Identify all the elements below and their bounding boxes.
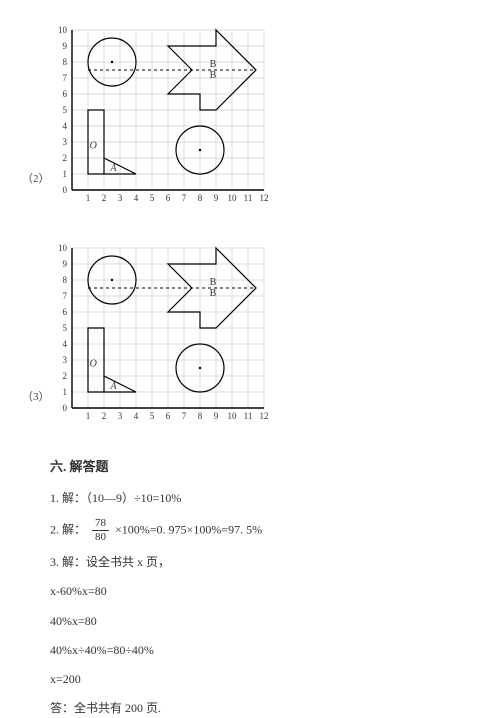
answer-3-line6: 答：全书共有 200 页. [50,699,450,718]
grid-figure-2: 012345678910123456789101112AOBB [50,20,280,210]
answer-2-fraction: 78 80 [92,518,109,543]
svg-text:O: O [90,358,97,369]
svg-text:1: 1 [86,411,91,421]
svg-text:A: A [109,381,117,392]
svg-text:10: 10 [228,411,238,421]
svg-text:2: 2 [63,371,68,381]
answer-1: 1. 解：（10—9）÷10=10% [50,489,450,508]
svg-text:3: 3 [63,355,68,365]
svg-text:7: 7 [63,291,68,301]
svg-text:7: 7 [182,193,187,203]
answer-3-line1: 3. 解：设全书共 x 页， [50,553,450,572]
svg-text:6: 6 [63,307,68,317]
grid-figure-3: 012345678910123456789101112AOBB [50,238,280,428]
svg-text:2: 2 [102,193,107,203]
figure-2-label: （2） [22,170,50,186]
svg-text:8: 8 [198,411,203,421]
svg-text:0: 0 [63,403,68,413]
fraction-denominator: 80 [92,531,109,543]
svg-text:B: B [210,70,217,81]
svg-text:12: 12 [260,193,269,203]
svg-text:B: B [210,277,217,288]
svg-text:10: 10 [58,243,68,253]
svg-text:10: 10 [228,193,238,203]
answer-3-line4: 40%x÷40%=80÷40% [50,641,450,660]
svg-text:8: 8 [63,275,68,285]
svg-text:12: 12 [260,411,269,421]
svg-text:6: 6 [166,193,171,203]
svg-text:2: 2 [102,411,107,421]
answer-3-line3: 40%x=80 [50,612,450,631]
answer-2-prefix: 2. 解： [50,522,86,536]
svg-text:B: B [210,288,217,299]
answer-2-suffix: ×100%=0. 975×100%=97. 5% [115,522,262,536]
fraction-numerator: 78 [92,518,109,531]
svg-text:10: 10 [58,25,68,35]
svg-text:8: 8 [198,193,203,203]
svg-text:3: 3 [118,411,123,421]
svg-text:9: 9 [214,411,219,421]
answer-3-line2: x-60%x=80 [50,582,450,601]
svg-text:7: 7 [63,73,68,83]
svg-text:A: A [109,163,117,174]
svg-text:2: 2 [63,153,68,163]
svg-text:4: 4 [134,411,139,421]
svg-text:5: 5 [63,323,68,333]
figure-2: （2） 012345678910123456789101112AOBB [50,20,450,210]
svg-text:6: 6 [166,411,171,421]
svg-text:4: 4 [63,121,68,131]
figure-3-label: （3） [22,388,50,404]
svg-text:5: 5 [63,105,68,115]
svg-text:11: 11 [244,411,253,421]
svg-text:9: 9 [63,259,68,269]
svg-text:8: 8 [63,57,68,67]
svg-text:1: 1 [63,387,68,397]
svg-text:1: 1 [86,193,91,203]
svg-text:1: 1 [63,169,68,179]
answer-2: 2. 解： 78 80 ×100%=0. 975×100%=97. 5% [50,518,450,543]
svg-text:0: 0 [63,185,68,195]
svg-text:6: 6 [63,89,68,99]
svg-text:11: 11 [244,193,253,203]
answer-3-line5: x=200 [50,670,450,689]
svg-text:B: B [210,59,217,70]
svg-text:9: 9 [63,41,68,51]
svg-text:3: 3 [118,193,123,203]
svg-text:3: 3 [63,137,68,147]
svg-text:7: 7 [182,411,187,421]
section-6-title: 六. 解答题 [50,456,450,475]
svg-text:9: 9 [214,193,219,203]
svg-text:4: 4 [134,193,139,203]
svg-text:5: 5 [150,193,155,203]
svg-text:O: O [90,140,97,151]
svg-text:4: 4 [63,339,68,349]
figure-3: （3） 012345678910123456789101112AOBB [50,238,450,428]
svg-text:5: 5 [150,411,155,421]
